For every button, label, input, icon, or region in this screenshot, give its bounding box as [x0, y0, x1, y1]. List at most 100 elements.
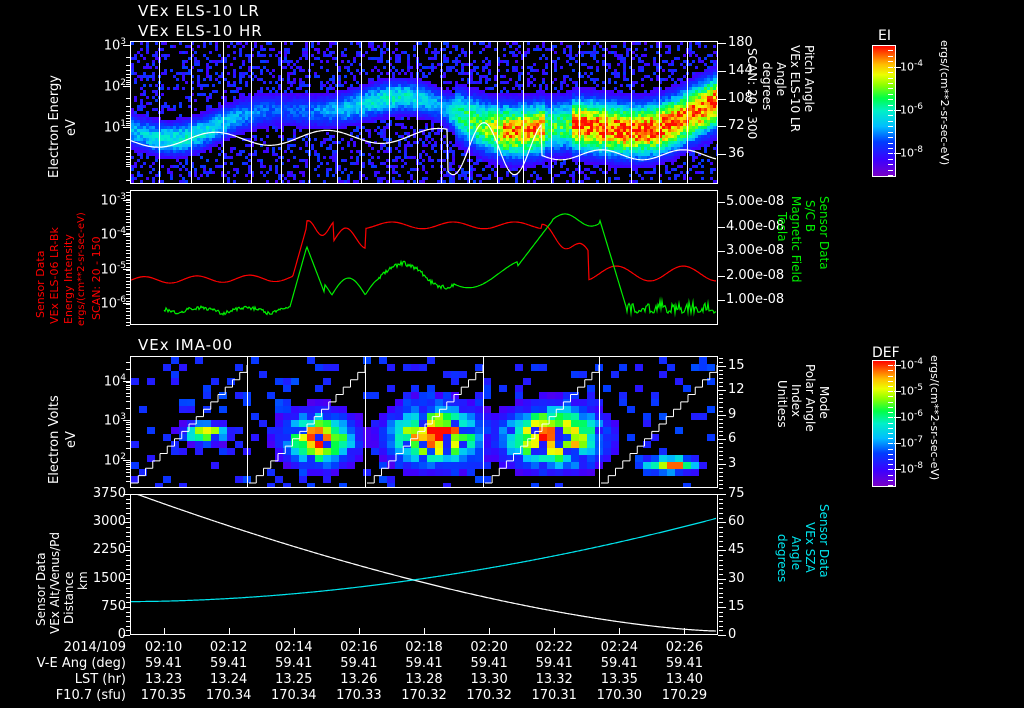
axis-tick-mark	[718, 202, 725, 204]
colorbar-minor-tick	[888, 82, 893, 84]
axis-minor-tick	[719, 422, 723, 424]
colorbar-minor-tick	[888, 104, 893, 106]
axis-minor-tick	[719, 402, 723, 404]
axis-minor-tick	[126, 155, 130, 157]
axis-minor-tick	[126, 198, 130, 200]
axis-minor-tick	[126, 253, 130, 255]
axis-minor-tick	[126, 611, 130, 613]
axis-minor-tick	[126, 311, 130, 313]
axis-minor-tick	[126, 270, 130, 272]
axis-tick-label: 10-4	[100, 226, 126, 243]
axis-tick-mark	[718, 275, 725, 277]
axis-minor-tick	[719, 365, 723, 367]
colorbar-minor-tick	[888, 458, 893, 460]
table-cell: 02:22	[535, 640, 573, 655]
colorbar-minor-tick	[888, 120, 893, 122]
axis-minor-tick	[719, 494, 723, 495]
panel4-right-label-1: Angle	[789, 536, 803, 571]
axis-minor-tick	[719, 602, 723, 604]
axis-minor-tick	[126, 531, 130, 533]
colorbar-minor-tick	[888, 422, 893, 424]
colorbar2-canvas	[873, 361, 895, 486]
axis-minor-tick	[126, 559, 130, 561]
colorbar-minor-tick	[888, 77, 893, 79]
axis-minor-tick	[126, 263, 130, 265]
table-cell: 13.24	[210, 672, 248, 687]
axis-minor-tick	[126, 64, 130, 66]
axis-minor-tick	[719, 508, 723, 510]
axis-minor-tick	[126, 389, 130, 391]
table-cell: 13.23	[144, 672, 183, 687]
axis-minor-tick	[126, 583, 130, 585]
axis-tick-label: 4.00e-08	[726, 218, 785, 234]
axis-tick-label: 144	[728, 62, 753, 78]
axis-minor-tick	[126, 522, 130, 524]
table-cell: 13.32	[535, 672, 573, 687]
colorbar-minor-tick	[888, 110, 893, 111]
axis-minor-tick	[126, 573, 130, 575]
axis-tick-mark	[718, 226, 725, 228]
axis-tick-label: 3	[728, 455, 737, 471]
axis-minor-tick	[126, 592, 130, 594]
colorbar-minor-tick	[888, 66, 893, 68]
axis-tick-label: 72	[728, 118, 745, 134]
table-row-label: F10.7 (sfu)	[55, 688, 126, 703]
table-cell: 02:10	[144, 640, 183, 655]
axis-tick-mark	[718, 300, 725, 302]
axis-minor-tick	[126, 287, 130, 289]
panel1-canvas	[131, 42, 717, 183]
table-cell: 13.40	[665, 672, 704, 687]
table-cell: 170.31	[531, 688, 577, 703]
axis-minor-tick	[126, 448, 130, 450]
axis-minor-tick	[126, 441, 130, 443]
axis-tick-mark	[123, 234, 130, 236]
axis-minor-tick	[126, 215, 130, 217]
axis-minor-tick	[719, 550, 723, 552]
table-row-label: LST (hr)	[74, 672, 126, 687]
axis-minor-tick	[126, 139, 130, 141]
axis-tick-label: 30	[728, 570, 745, 586]
colorbar-minor-tick	[888, 448, 893, 450]
x-axis-tick	[489, 628, 490, 635]
axis-minor-tick	[126, 266, 130, 268]
colorbar-minor-tick	[888, 479, 893, 481]
axis-minor-tick	[126, 191, 130, 193]
axis-tick-label: 10-6	[100, 294, 126, 312]
axis-minor-tick	[719, 398, 723, 400]
axis-minor-tick	[719, 569, 723, 571]
axis-minor-tick	[719, 625, 723, 627]
axis-tick-mark	[123, 86, 130, 87]
axis-minor-tick	[126, 429, 130, 431]
axis-minor-tick	[719, 443, 723, 445]
axis-minor-tick	[126, 125, 130, 127]
panel1-ylabel-1: Electron Energy	[47, 75, 62, 178]
table-cell: 170.29	[661, 688, 708, 703]
axis-tick-label: 15	[728, 598, 745, 614]
axis-minor-tick	[126, 120, 130, 122]
axis-minor-tick	[126, 318, 130, 320]
axis-minor-tick	[126, 151, 130, 153]
colorbar-minor-tick	[888, 386, 893, 388]
panel1-right-label-3: VEx ELS-10 LR	[788, 45, 802, 133]
axis-tick-mark	[894, 391, 901, 393]
axis-minor-tick	[719, 597, 723, 599]
axis-tick-label: 1.00e-08	[726, 292, 785, 308]
axis-minor-tick	[126, 555, 130, 557]
axis-minor-tick	[126, 396, 130, 398]
axis-tick-mark	[894, 417, 901, 419]
axis-minor-tick	[719, 471, 723, 473]
colorbar1-gradient	[872, 45, 896, 177]
colorbar-minor-tick	[888, 158, 893, 160]
colorbar-minor-tick	[888, 438, 893, 440]
colorbar-minor-tick	[888, 365, 893, 367]
axis-minor-tick	[126, 512, 130, 514]
axis-minor-tick	[126, 273, 130, 275]
axis-minor-tick	[126, 180, 130, 182]
axis-minor-tick	[126, 588, 130, 589]
table-cell: 170.33	[336, 688, 382, 703]
axis-tick-label: 10-6	[900, 102, 923, 117]
axis-minor-tick	[126, 630, 130, 632]
axis-minor-tick	[719, 357, 723, 359]
x-axis-tick	[294, 628, 295, 635]
axis-tick-mark	[718, 251, 725, 253]
